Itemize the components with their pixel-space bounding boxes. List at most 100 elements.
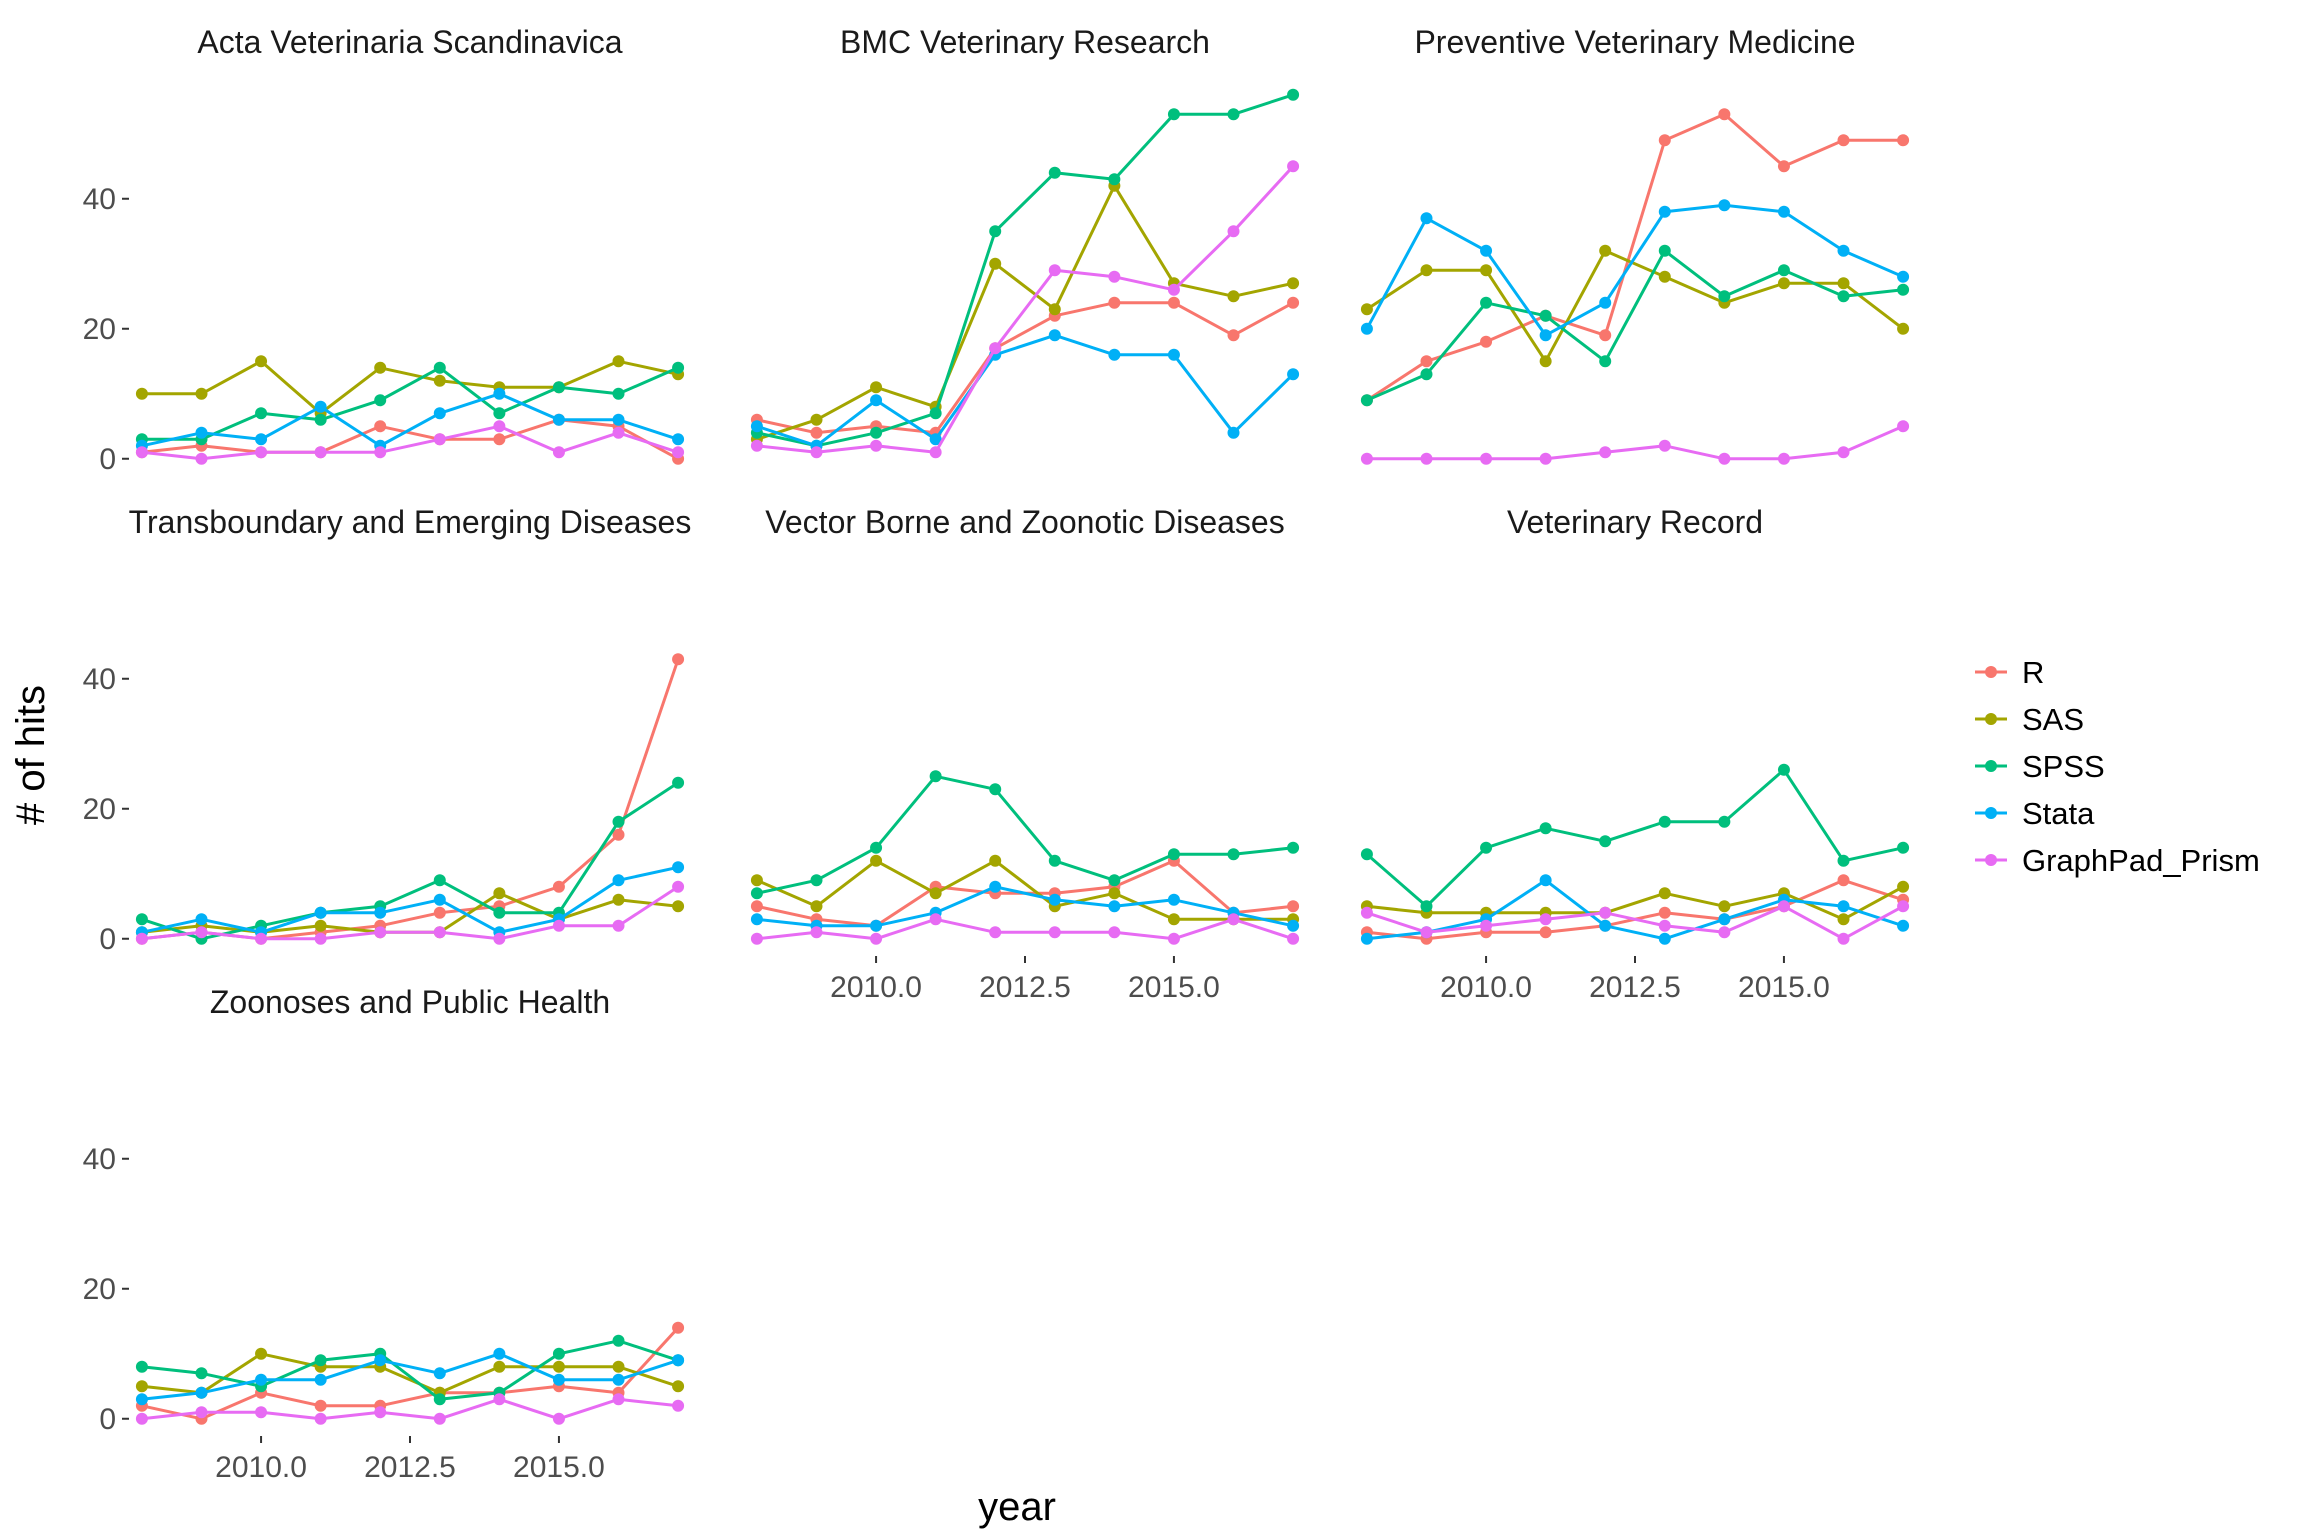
data-point-stata (195, 426, 208, 439)
data-point-graphpad_prism (672, 446, 685, 459)
data-point-spss (1287, 841, 1300, 854)
series-line-spss (756, 93, 1294, 448)
data-point-stata (255, 1373, 268, 1386)
x-tick-label: 2015.0 (513, 1451, 605, 1484)
data-point-sas (672, 1380, 685, 1393)
data-point-graphpad_prism (1167, 932, 1180, 945)
data-point-stata (1420, 212, 1433, 225)
data-point-stata (135, 1393, 148, 1406)
legend-label: Stata (2022, 796, 2095, 831)
data-point-stata (374, 906, 387, 919)
panel: Veterinary Record 2010.0 2012.5 2015.0 (1360, 504, 1910, 1004)
data-point-spss (1658, 815, 1671, 828)
data-point-stata (1658, 205, 1671, 218)
data-point-stata (1287, 368, 1300, 381)
data-point-spss (989, 225, 1002, 238)
data-point-spss (1167, 848, 1180, 861)
data-point-r (1718, 108, 1731, 121)
data-point-graphpad_prism (1108, 926, 1121, 939)
data-point-stata (1658, 932, 1671, 945)
data-point-stata (195, 913, 208, 926)
data-point-graphpad_prism (255, 446, 268, 459)
series-line-sas (141, 359, 679, 415)
data-point-graphpad_prism (1480, 919, 1493, 932)
series-line-spss (141, 1339, 679, 1401)
data-point-sas (1227, 290, 1240, 303)
series-line-sas (756, 859, 1294, 921)
panel: Zoonoses and Public Health 0 20 40 2010.0 201… (83, 984, 685, 1484)
data-point-graphpad_prism (1658, 439, 1671, 452)
data-point-spss (1360, 394, 1373, 407)
data-point-stata (1048, 893, 1061, 906)
data-point-graphpad_prism (612, 426, 625, 439)
data-point-sas (1539, 355, 1552, 368)
data-point-spss (493, 407, 506, 420)
data-point-stata (672, 861, 685, 874)
data-point-spss (255, 407, 268, 420)
data-point-spss (750, 887, 763, 900)
data-point-spss (493, 906, 506, 919)
data-point-spss (433, 874, 446, 887)
data-point-sas (374, 361, 387, 374)
data-point-spss (1167, 108, 1180, 121)
data-point-stata (750, 913, 763, 926)
data-point-sas (870, 381, 883, 394)
data-point-graphpad_prism (552, 919, 565, 932)
data-point-spss (612, 1334, 625, 1347)
data-point-stata (493, 1347, 506, 1360)
data-point-spss (929, 770, 942, 783)
series-line-stata (1366, 878, 1904, 941)
data-point-sas (612, 1360, 625, 1373)
x-tick-label: 2010.0 (215, 1451, 307, 1484)
data-point-graphpad_prism (750, 439, 763, 452)
data-point-sas (1360, 303, 1373, 316)
data-point-graphpad_prism (1599, 906, 1612, 919)
data-point-spss (1837, 854, 1850, 867)
data-point-sas (195, 387, 208, 400)
data-point-graphpad_prism (612, 1393, 625, 1406)
series-line-r (141, 418, 679, 461)
data-point-graphpad_prism (1287, 160, 1300, 173)
data-point-graphpad_prism (314, 932, 327, 945)
data-point-stata (433, 407, 446, 420)
data-point-spss (1897, 283, 1910, 296)
panel: Transboundary and Emerging Diseases 0 20 40 (83, 504, 692, 956)
data-point-spss (1048, 854, 1061, 867)
legend: R SAS SPSS Stata GraphPad_Prism (1975, 655, 2260, 878)
panel-title: Veterinary Record (1507, 504, 1763, 540)
panel-title: Preventive Veterinary Medicine (1414, 24, 1855, 60)
data-point-graphpad_prism (1227, 913, 1240, 926)
data-point-stata (672, 1354, 685, 1367)
data-point-spss (314, 413, 327, 426)
data-point-graphpad_prism (195, 1406, 208, 1419)
data-point-graphpad_prism (612, 919, 625, 932)
data-point-sas (1897, 880, 1910, 893)
data-point-sas (1048, 303, 1061, 316)
series-line-spss (1366, 249, 1904, 402)
data-point-sas (1718, 900, 1731, 913)
data-point-graphpad_prism (1480, 452, 1493, 465)
data-point-sas (1480, 264, 1493, 277)
series-line-graphpad_prism (756, 165, 1295, 454)
data-point-spss (672, 361, 685, 374)
series-line-graphpad_prism (141, 424, 679, 461)
data-point-sas (989, 257, 1002, 270)
data-point-stata (989, 880, 1002, 893)
data-point-sas (870, 854, 883, 867)
data-point-stata (1599, 296, 1612, 309)
y-tick-label: 20 (83, 313, 116, 346)
data-point-sas (1777, 277, 1790, 290)
data-point-stata (1360, 932, 1373, 945)
data-point-stata (314, 906, 327, 919)
data-point-graphpad_prism (493, 420, 506, 433)
data-point-stata (1837, 244, 1850, 257)
data-point-sas (493, 887, 506, 900)
data-point-stata (1718, 913, 1731, 926)
data-point-spss (1480, 296, 1493, 309)
panel-title: Vector Borne and Zoonotic Diseases (765, 504, 1284, 540)
legend-item: GraphPad_Prism (1975, 843, 2260, 878)
data-point-sas (1837, 913, 1850, 926)
panel: BMC Veterinary Research (750, 24, 1300, 459)
data-point-graphpad_prism (433, 433, 446, 446)
data-point-r (672, 1321, 685, 1334)
